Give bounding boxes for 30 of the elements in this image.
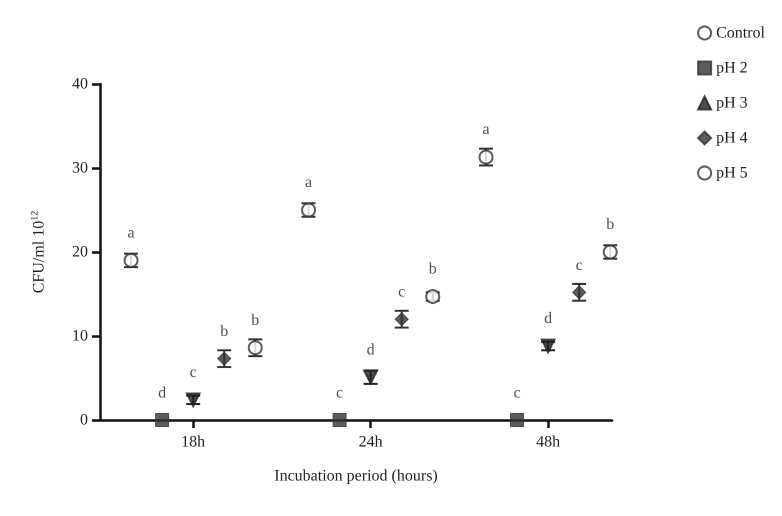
legend-label: pH 3 — [716, 94, 748, 112]
data-label: c — [514, 384, 521, 402]
data-label: b — [606, 216, 614, 233]
data-label: c — [576, 256, 583, 274]
legend-label: pH 2 — [716, 60, 748, 76]
data-label: b — [220, 323, 228, 340]
x-tick-label: 18h — [181, 434, 206, 450]
legend-label: pH 4 — [716, 130, 748, 146]
data-label: a — [482, 121, 490, 138]
y-tick-label: 10 — [72, 328, 88, 344]
x-tick-label: 24h — [358, 434, 383, 450]
data-label: d — [366, 341, 375, 358]
legend-label: Control — [716, 24, 766, 42]
data-label: d — [158, 384, 166, 402]
y-axis-title: CFU/ml 1012 — [30, 210, 48, 294]
data-label: c — [398, 284, 406, 301]
x-axis-title: Incubation period (hours) — [274, 468, 438, 484]
y-tick-label: 0 — [80, 412, 88, 428]
data-label: c — [190, 364, 197, 381]
y-tick-label: 20 — [72, 244, 88, 260]
data-label: a — [304, 174, 312, 191]
data-label: d — [544, 310, 552, 328]
data-label: c — [336, 384, 344, 402]
data-label: a — [128, 224, 135, 242]
data-label: b — [251, 312, 260, 329]
y-tick-label: 40 — [72, 76, 88, 92]
legend-label: pH 5 — [716, 164, 748, 182]
y-tick-label: 30 — [72, 160, 88, 176]
data-label: b — [428, 260, 437, 278]
x-tick-label: 48h — [536, 434, 560, 450]
